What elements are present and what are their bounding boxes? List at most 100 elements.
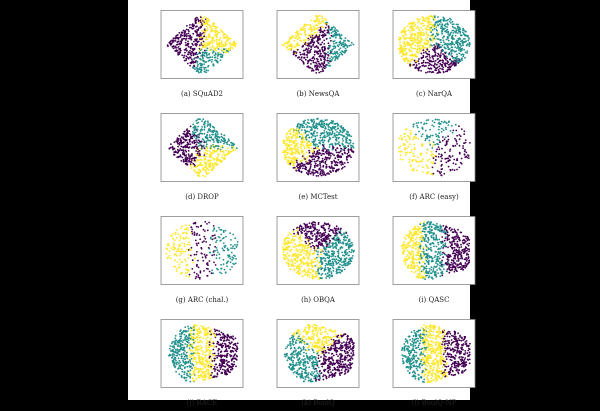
scatter-point xyxy=(316,19,318,21)
scatter-point xyxy=(174,154,176,156)
scatter-point xyxy=(197,260,199,262)
scatter-point xyxy=(442,49,444,51)
scatter-point xyxy=(195,139,197,141)
scatter-point xyxy=(407,60,409,62)
scatter-point xyxy=(193,28,195,30)
panel-caption: (f) ARC (easy) xyxy=(374,193,494,201)
scatter-point xyxy=(294,262,296,264)
scatter-point xyxy=(179,255,181,257)
scatter-point xyxy=(331,49,333,51)
scatter-point xyxy=(179,263,181,265)
scatter-point xyxy=(314,125,316,127)
scatter-point xyxy=(209,136,211,138)
scatter-point xyxy=(431,72,433,74)
scatter-point xyxy=(420,122,422,124)
scatter-point xyxy=(186,134,188,136)
scatter-point xyxy=(402,52,404,54)
panel-caption: (a) SQuAD2 xyxy=(142,90,262,98)
scatter-point xyxy=(323,246,325,248)
scatter-point xyxy=(179,142,181,144)
scatter-point xyxy=(186,227,188,229)
scatter-point xyxy=(432,37,434,39)
scatter-point xyxy=(446,56,448,58)
scatter-point xyxy=(342,164,344,166)
scatter-point xyxy=(438,139,440,141)
scatter-point xyxy=(206,153,208,155)
scatter-point xyxy=(311,242,313,244)
scatter-point xyxy=(323,153,325,155)
scatter-point xyxy=(410,164,412,166)
scatter-point xyxy=(188,130,190,132)
scatter-point xyxy=(174,141,176,143)
scatter-plot xyxy=(374,113,494,183)
scatter-point xyxy=(329,58,331,60)
scatter-point xyxy=(308,67,310,69)
scatter-point xyxy=(445,137,447,139)
scatter-point xyxy=(407,44,409,46)
scatter-point xyxy=(301,171,303,173)
scatter-point xyxy=(179,144,181,146)
scatter-point xyxy=(456,135,458,137)
scatter-point xyxy=(201,33,203,35)
scatter-point xyxy=(193,58,195,60)
scatter-point xyxy=(401,49,403,51)
scatter-point xyxy=(405,154,407,156)
scatter-point xyxy=(326,23,328,25)
scatter-point xyxy=(195,43,197,45)
scatter-point xyxy=(438,171,440,173)
scatter-point xyxy=(224,48,226,50)
scatter-point xyxy=(328,166,330,168)
scatter-point xyxy=(418,67,420,69)
scatter-point xyxy=(403,133,405,135)
scatter-point xyxy=(215,131,217,133)
scatter-point xyxy=(349,263,351,265)
scatter-point xyxy=(413,170,415,172)
scatter-point xyxy=(321,154,323,156)
scatter-point xyxy=(180,228,182,230)
scatter-point xyxy=(320,170,322,172)
scatter-point xyxy=(415,62,417,64)
scatter-point xyxy=(414,48,416,50)
scatter-point xyxy=(223,259,225,261)
scatter-point xyxy=(324,49,326,51)
scatter-point xyxy=(218,48,220,50)
scatter-point xyxy=(339,130,341,132)
scatter-point xyxy=(329,45,331,47)
scatter-point xyxy=(286,47,288,49)
scatter-point xyxy=(347,153,349,155)
scatter-point xyxy=(318,158,320,160)
scatter-point xyxy=(342,138,344,140)
scatter-point xyxy=(422,17,424,19)
scatter-point xyxy=(434,28,436,30)
scatter-point xyxy=(452,32,454,34)
scatter-point xyxy=(186,55,188,57)
scatter-point xyxy=(288,255,290,257)
scatter-point xyxy=(212,273,214,275)
scatter-point xyxy=(188,241,190,243)
scatter-point xyxy=(301,163,303,165)
scatter-point xyxy=(436,148,438,150)
scatter-point xyxy=(308,60,310,62)
scatter-point xyxy=(201,30,203,32)
scatter-point xyxy=(198,242,200,244)
scatter-point xyxy=(417,161,419,163)
scatter-point xyxy=(216,41,218,43)
scatter-point xyxy=(199,165,201,167)
scatter-point xyxy=(226,50,228,52)
scatter-point xyxy=(348,151,350,153)
scatter-point xyxy=(331,275,333,277)
scatter-point xyxy=(199,234,201,236)
scatter-point xyxy=(404,48,406,50)
scatter-point xyxy=(320,259,322,261)
scatter-point xyxy=(316,123,318,125)
scatter-point xyxy=(185,251,187,253)
scatter-point xyxy=(286,143,288,145)
scatter-point xyxy=(303,50,305,52)
scatter-point xyxy=(289,246,291,248)
scatter-point xyxy=(291,136,293,138)
scatter-point xyxy=(336,233,338,235)
scatter-point xyxy=(215,50,217,52)
scatter-point xyxy=(321,249,323,251)
scatter-point xyxy=(331,258,333,260)
scatter-point xyxy=(440,60,442,62)
